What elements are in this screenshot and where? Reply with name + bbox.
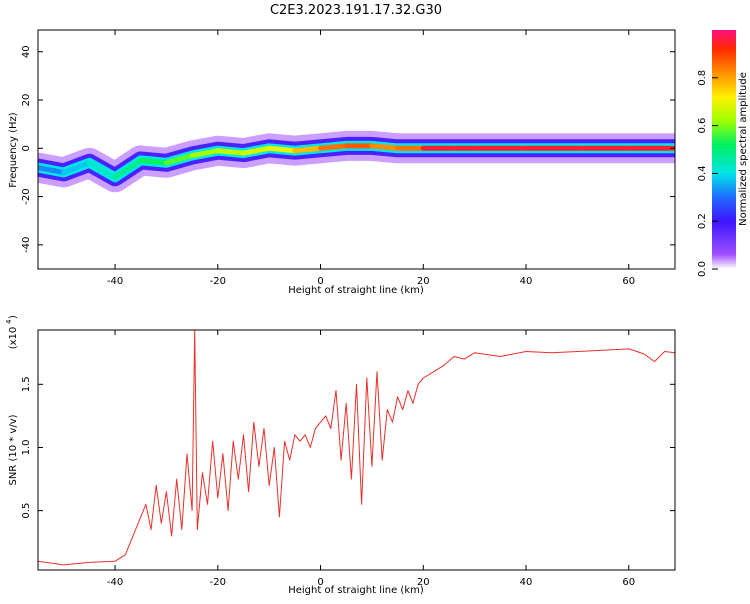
heatmap-ridge-segment <box>318 143 349 151</box>
heatmap-ridge-segment <box>266 145 298 154</box>
heatmap-ridge-segment <box>138 157 169 166</box>
colorbar-gradient <box>712 30 736 269</box>
colorbar-tick-label: 0.2 <box>697 213 708 229</box>
snr-series-line <box>38 330 675 566</box>
heatmap-frame <box>37 29 676 270</box>
heatmap-panel: -40 -20 0 20 40 60 -40 -20 0 20 40 Height of stra… <box>8 29 676 296</box>
snr-ytick-label: 1.5 <box>21 376 32 392</box>
heatmap-ylabel: Frequency (Hz) <box>8 112 19 188</box>
heatmap-xtick-label: -20 <box>210 276 226 287</box>
heatmap-ytick-label: 20 <box>21 94 32 107</box>
heatmap-ridge-segment <box>61 160 92 175</box>
colorbar-tick-label: 0.0 <box>697 261 708 277</box>
heatmap-ridge-segment <box>215 148 246 156</box>
snr-panel: -40 -20 0 20 40 60 0.5 1.0 1.5 Height of straig… <box>5 315 676 596</box>
snr-xtick-label: 20 <box>417 577 430 588</box>
snr-ytick-label: 1.0 <box>21 440 32 456</box>
heatmap-ridge-segment <box>292 145 324 154</box>
heatmap-ytick-label: 0 <box>21 145 32 151</box>
snr-xtick-label: 60 <box>622 577 635 588</box>
colorbar-label: Normalized spectral amplitude <box>738 72 749 226</box>
heatmap-ridge-segment <box>369 143 401 151</box>
heatmap-xtick-label: -40 <box>107 276 123 287</box>
snr-frame <box>37 329 676 571</box>
heatmap-ridge-segment <box>240 145 272 156</box>
colorbar-tick-label: 0.8 <box>697 70 708 86</box>
heatmap-ytick-label: -40 <box>21 237 32 253</box>
heatmap-xtick-label: 0 <box>317 276 323 287</box>
snr-scale-close: ) <box>8 315 19 319</box>
snr-xlabel: Height of straight line (km) <box>288 585 424 596</box>
heatmap-ridge-segment <box>112 157 144 180</box>
heatmap-ridge-segment <box>38 165 67 175</box>
snr-xtick-label: -20 <box>210 577 226 588</box>
snr-background <box>38 330 675 570</box>
heatmap-xlabel: Height of straight line (km) <box>288 285 424 296</box>
snr-xtick-label: -40 <box>107 577 123 588</box>
snr-xtick-label: 40 <box>520 577 533 588</box>
heatmap-ridge-segment <box>86 160 118 180</box>
figure-title: C2E3.2023.191.17.32.G30 <box>270 3 442 18</box>
snr-scale-base: (x10 <box>8 327 19 350</box>
heatmap-xtick-label: 40 <box>520 276 533 287</box>
colorbar-tick-label: 0.4 <box>697 165 708 181</box>
heatmap-ridge-segment <box>189 148 221 159</box>
heatmap-ytick-label: 40 <box>21 45 32 58</box>
heatmap-xtick-label: 20 <box>417 276 430 287</box>
colorbar-tick-label: 0.6 <box>697 118 708 134</box>
snr-ytick-label: 0.5 <box>21 503 32 519</box>
heatmap-ytick-label: -20 <box>21 188 32 204</box>
colorbar: 0.0 0.2 0.4 0.6 0.8 Normalized spectral ampl… <box>697 30 749 277</box>
heatmap-xtick-label: 60 <box>622 276 635 287</box>
snr-ylabel: SNR (10 * v/v) <box>8 414 19 485</box>
heatmap-ridge-segment <box>163 153 195 166</box>
snr-xtick-label: 0 <box>317 577 323 588</box>
snr-scale-exponent: 4 <box>5 319 13 324</box>
snr-scale-note: (x10 4 ) <box>5 315 19 349</box>
